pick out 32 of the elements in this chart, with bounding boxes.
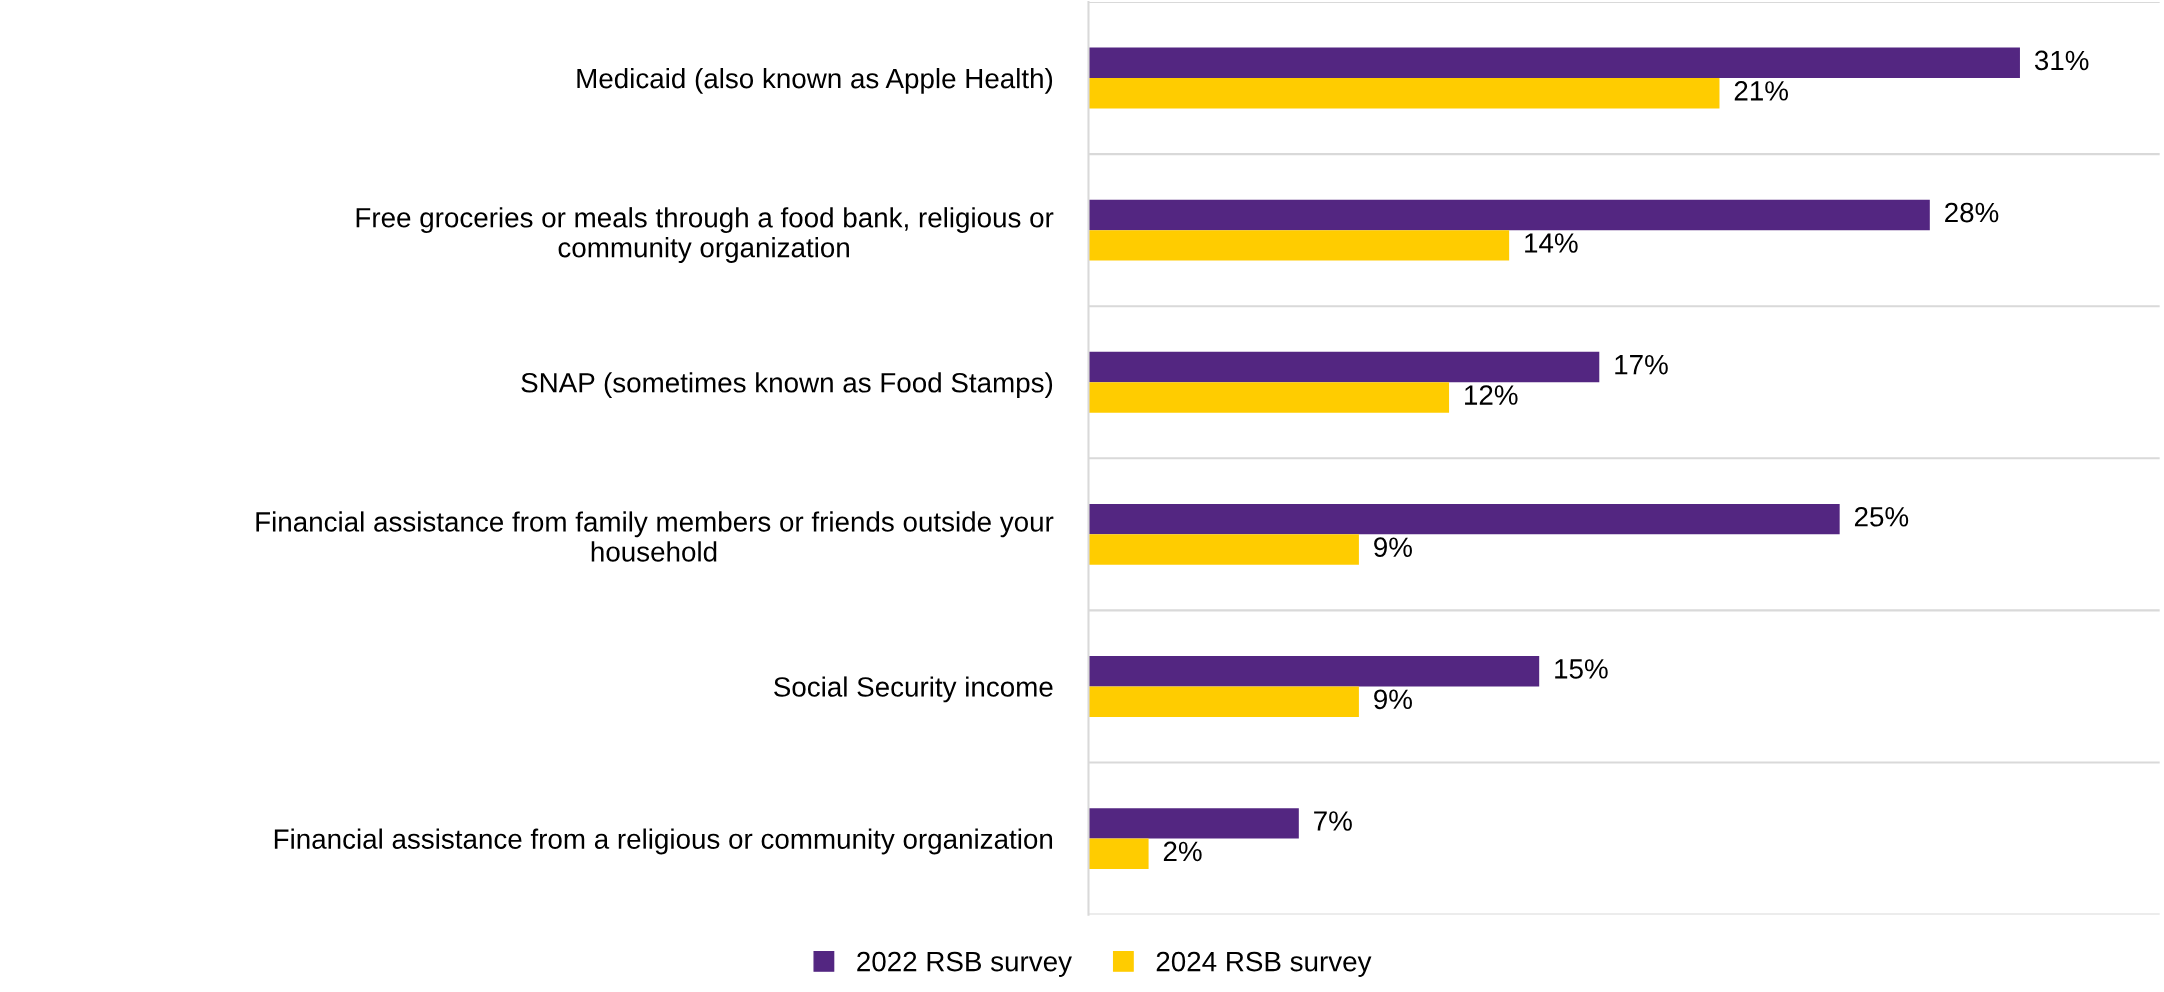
bar [1088, 838, 1149, 869]
bar [1088, 503, 1840, 535]
data-label: 7% [1314, 811, 1352, 831]
bar [1088, 656, 1540, 687]
bar [1088, 686, 1359, 717]
data-label: 25% [1854, 506, 1909, 527]
y-tick-label: Medicaid (also known as Apple Health) [577, 67, 1053, 94]
bar [1088, 534, 1359, 565]
data-label: 14% [1525, 233, 1578, 253]
data-label: 31% [2034, 50, 2089, 71]
data-label: 21% [1734, 81, 1788, 101]
data-label: 9% [1374, 537, 1412, 558]
bar [1088, 808, 1299, 839]
bar [1088, 78, 1720, 109]
legend-label: 2024 RSB survey [1156, 951, 1372, 977]
data-label: 15% [1555, 659, 1608, 679]
data-label: 9% [1374, 689, 1412, 710]
data-label: 12% [1465, 385, 1518, 405]
bar [1088, 230, 1510, 261]
y-tick-label: Social Security income [774, 676, 1053, 703]
y-tick-label: Free groceries or meals through a food bank, religious or community organization [356, 207, 1054, 263]
y-tick-label: SNAP (sometimes known as Food Stamps) [521, 372, 1053, 399]
bar [1088, 351, 1600, 383]
y-tick-label: Financial assistance from family members or friends outside your household [256, 511, 1054, 562]
data-label: 2% [1163, 841, 1202, 862]
data-label: 17% [1615, 354, 1668, 375]
y-tick-label: Financial assistance from a religious or community organization [274, 828, 1053, 855]
bar [1088, 382, 1450, 413]
bar [1088, 199, 1930, 231]
legend-label: 2022 RSB survey [857, 951, 1072, 977]
data-label: 28% [1945, 202, 1999, 223]
bar [1088, 47, 2020, 79]
